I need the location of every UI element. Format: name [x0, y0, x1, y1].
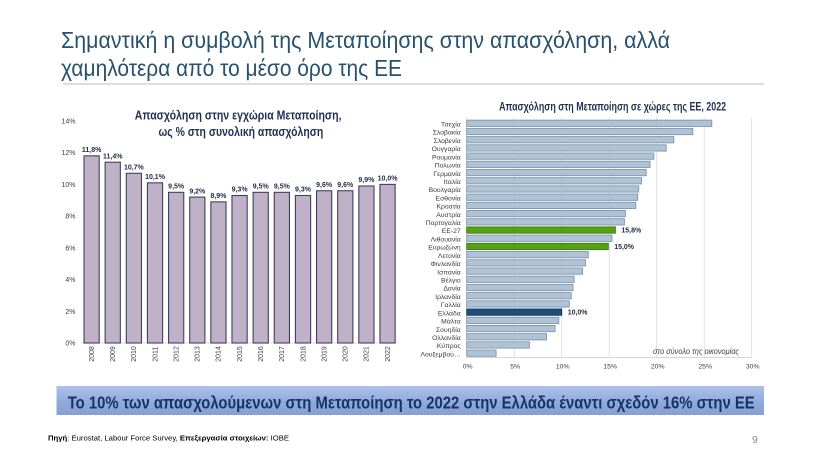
svg-text:10,1%: 10,1%: [145, 174, 166, 181]
svg-text:2018: 2018: [300, 346, 307, 362]
svg-text:στο σύνολο της οικονομίας: στο σύνολο της οικονομίας: [653, 347, 739, 356]
svg-text:11,8%: 11,8%: [82, 147, 102, 154]
svg-text:4%: 4%: [65, 277, 75, 284]
svg-text:6%: 6%: [65, 245, 75, 252]
svg-text:Λιθουανία: Λιθουανία: [431, 235, 461, 243]
svg-text:9,6%: 9,6%: [337, 182, 354, 189]
svg-text:Πολωνία: Πολωνία: [435, 162, 461, 170]
svg-text:Εσθονία: Εσθονία: [436, 194, 461, 202]
svg-text:Βέλγιο: Βέλγιο: [441, 276, 461, 284]
svg-text:10,0%: 10,0%: [378, 176, 399, 183]
svg-text:9,3%: 9,3%: [232, 187, 249, 194]
svg-text:9,6%: 9,6%: [316, 182, 333, 189]
svg-text:χαμηλότερα από το μέσο όρο της: χαμηλότερα από το μέσο όρο της ΕΕ: [61, 55, 402, 81]
svg-text:Σημαντική η συμβολή της Μεταπο: Σημαντική η συμβολή της Μεταποίησης στην…: [61, 27, 670, 53]
svg-text:Το 10% των απασχολούμενων στη: Το 10% των απασχολούμενων στη Μεταποίηση…: [68, 392, 755, 412]
svg-text:Ιρλανδία: Ιρλανδία: [435, 293, 461, 301]
svg-text:9,5%: 9,5%: [274, 184, 291, 191]
svg-text:Φινλανδία: Φινλανδία: [431, 260, 461, 268]
svg-text:10%: 10%: [61, 182, 75, 189]
svg-text:9,3%: 9,3%: [295, 187, 312, 194]
svg-text:0%: 0%: [65, 341, 75, 348]
svg-text:2014: 2014: [216, 346, 223, 362]
svg-text:Δανία: Δανία: [443, 285, 460, 293]
svg-text:Λετονία: Λετονία: [438, 252, 461, 260]
svg-text:8,9%: 8,9%: [210, 193, 227, 200]
svg-text:Πηγή: Eurostat, Labour Force S: Πηγή: Eurostat, Labour Force Survey, Επε…: [48, 434, 289, 443]
svg-text:14%: 14%: [61, 119, 75, 126]
svg-text:2020: 2020: [343, 346, 350, 362]
svg-text:10,7%: 10,7%: [124, 165, 145, 172]
svg-text:ως % στη συνολική απασχόληση: ως % στη συνολική απασχόληση: [159, 125, 324, 139]
svg-text:15%: 15%: [603, 364, 617, 371]
svg-text:0%: 0%: [463, 364, 473, 371]
svg-text:Ισπανία: Ισπανία: [437, 268, 461, 276]
svg-text:Κύπρος: Κύπρος: [437, 342, 462, 350]
svg-text:2013: 2013: [195, 346, 202, 362]
svg-text:8%: 8%: [65, 214, 75, 221]
svg-text:Λουξεμβού…: Λουξεμβού…: [420, 350, 460, 358]
svg-text:2016: 2016: [258, 346, 265, 362]
svg-text:Μάλτα: Μάλτα: [441, 318, 461, 326]
svg-text:Ουγγαρία: Ουγγαρία: [432, 145, 461, 153]
svg-text:30%: 30%: [746, 364, 760, 371]
svg-text:Σλοβακία: Σλοβακία: [433, 129, 461, 137]
svg-text:2012: 2012: [173, 346, 180, 362]
svg-text:15,8%: 15,8%: [621, 228, 642, 235]
svg-text:10,0%: 10,0%: [568, 310, 589, 317]
svg-text:Σλοβενία: Σλοβενία: [434, 137, 461, 145]
svg-text:Αυστρία: Αυστρία: [436, 211, 461, 219]
svg-text:20%: 20%: [651, 364, 665, 371]
svg-text:2019: 2019: [321, 346, 328, 362]
svg-text:ΕΕ-27: ΕΕ-27: [442, 228, 461, 235]
svg-text:2008: 2008: [89, 346, 96, 362]
svg-text:Ολλανδία: Ολλανδία: [432, 334, 461, 342]
svg-text:Κροατία: Κροατία: [436, 203, 460, 211]
svg-text:Γερμανία: Γερμανία: [433, 170, 460, 178]
svg-text:2%: 2%: [65, 309, 75, 316]
svg-text:Τσεχία: Τσεχία: [441, 121, 461, 129]
svg-text:9,5%: 9,5%: [253, 184, 270, 191]
svg-text:2011: 2011: [152, 347, 159, 362]
svg-text:Ιταλία: Ιταλία: [443, 178, 460, 186]
svg-text:2009: 2009: [110, 346, 117, 362]
svg-text:Απασχόληση στη Μεταποίηση σε χ: Απασχόληση στη Μεταποίηση σε χώρες της Ε…: [499, 100, 726, 114]
svg-text:9,9%: 9,9%: [358, 177, 375, 184]
svg-text:12%: 12%: [61, 150, 75, 157]
svg-text:Σουηδία: Σουηδία: [436, 326, 461, 334]
svg-text:Ευρωζώνη: Ευρωζώνη: [428, 244, 461, 252]
svg-text:25%: 25%: [698, 364, 712, 371]
svg-text:Ελλάδα: Ελλάδα: [438, 309, 461, 317]
svg-text:15,0%: 15,0%: [614, 244, 635, 251]
svg-text:9,5%: 9,5%: [168, 184, 185, 191]
svg-text:9,2%: 9,2%: [189, 188, 206, 195]
svg-text:2021: 2021: [364, 346, 371, 362]
svg-text:9: 9: [752, 434, 758, 446]
svg-text:5%: 5%: [510, 364, 520, 371]
svg-text:Γαλλία: Γαλλία: [441, 301, 461, 309]
svg-text:Πορτογαλία: Πορτογαλία: [426, 219, 461, 227]
svg-text:Ρουμανία: Ρουμανία: [432, 153, 461, 161]
svg-text:2022: 2022: [385, 346, 392, 362]
svg-text:Απασχόληση στην εγχώρια Μεταπο: Απασχόληση στην εγχώρια Μεταποίηση,: [135, 109, 342, 123]
svg-text:2017: 2017: [279, 346, 286, 362]
svg-text:11,4%: 11,4%: [103, 153, 123, 160]
svg-text:10%: 10%: [556, 364, 570, 371]
svg-text:2015: 2015: [237, 346, 244, 362]
svg-text:2010: 2010: [131, 346, 138, 362]
svg-text:Βουλγαρία: Βουλγαρία: [429, 186, 461, 194]
